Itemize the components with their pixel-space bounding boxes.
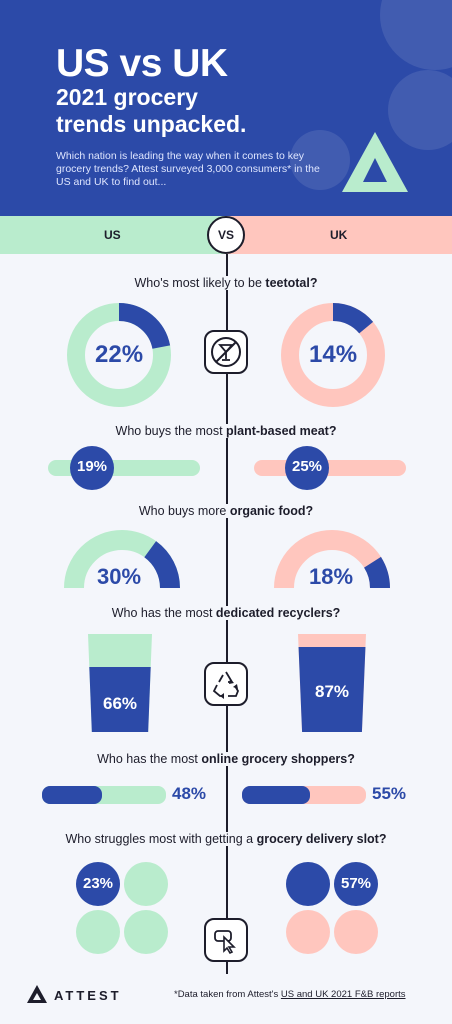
no-alcohol-icon <box>211 337 241 367</box>
footer-note-text: *Data taken from Attest's <box>174 989 281 1000</box>
uk-delivery-dot <box>334 862 378 906</box>
brand-name: ATTEST <box>54 988 122 1003</box>
us-delivery-dot <box>124 862 168 906</box>
uk-organic-gauge <box>274 530 390 589</box>
question-text: Who buys the most <box>115 424 227 438</box>
question-teetotal: Who's most likely to be teetotal? <box>0 276 452 290</box>
us-teetotal-donut <box>67 303 171 407</box>
icon-badge <box>204 330 248 374</box>
question-recyclers: Who has the most dedicated recyclers? <box>0 606 452 620</box>
uk-plant-value: 25% <box>291 458 323 475</box>
question-emphasis: teetotal? <box>265 276 318 290</box>
attest-logo-icon <box>342 132 408 192</box>
attest-logo-mark-icon <box>27 985 47 1003</box>
footer: ATTEST *Data taken from Attest's US and … <box>0 974 452 1024</box>
question-plant-based: Who buys the most plant-based meat? <box>0 424 452 438</box>
us-plant-value: 19% <box>76 458 108 475</box>
intro-text: Which nation is leading the way when it … <box>56 150 320 188</box>
us-band <box>0 216 226 254</box>
uk-recycle-value: 87% <box>314 682 350 701</box>
uk-recycle-cup <box>298 634 366 732</box>
us-organic-gauge <box>64 530 180 589</box>
uk-teetotal-arc <box>281 303 385 407</box>
uk-label: UK <box>330 228 348 242</box>
question-emphasis: dedicated recyclers? <box>215 606 341 620</box>
icon-badge <box>204 918 248 962</box>
decor-circle <box>290 130 350 190</box>
us-recycle-cup <box>88 634 152 732</box>
us-teetotal-arc <box>67 303 171 407</box>
question-delivery-slot: Who struggles most with getting a grocer… <box>0 832 452 846</box>
uk-plant-bar <box>254 460 406 476</box>
us-organic-value: 30% <box>97 564 142 589</box>
us-online-fill <box>42 786 102 804</box>
question-text: Who struggles most with getting a <box>65 832 257 846</box>
us-cup-fill <box>88 667 152 732</box>
us-label: US <box>104 228 121 242</box>
header-banner: US vs UK 2021 grocery trends unpacked. W… <box>0 0 452 216</box>
decor-circle <box>388 70 452 150</box>
vs-badge: VS <box>207 216 245 254</box>
us-delivery-dot <box>76 910 120 954</box>
question-text: Who's most likely to be <box>134 276 266 290</box>
footer-note: *Data taken from Attest's US and UK 2021… <box>174 989 406 1000</box>
uk-online-value: 55% <box>372 784 407 803</box>
subtitle-line-2: trends unpacked. <box>56 111 247 137</box>
vs-bar: US UK <box>0 216 452 254</box>
uk-online-fill <box>242 786 311 804</box>
uk-teetotal-donut <box>281 303 385 407</box>
uk-cup-fill <box>298 646 366 732</box>
question-text: Who has the most <box>111 606 216 620</box>
question-text: Who buys more <box>138 504 230 518</box>
question-online-shoppers: Who has the most online grocery shoppers… <box>0 752 452 766</box>
question-organic: Who buys more organic food? <box>0 504 452 518</box>
decor-circle <box>380 0 452 70</box>
question-text: Who has the most <box>97 752 202 766</box>
question-emphasis: organic food? <box>229 504 314 518</box>
recycle-icon <box>212 671 240 699</box>
uk-delivery-value: 57% <box>340 875 372 892</box>
us-teetotal-value: 22% <box>95 341 144 368</box>
question-emphasis: grocery delivery slot? <box>256 832 387 846</box>
uk-teetotal-value: 14% <box>309 341 358 368</box>
page-title: US vs UK <box>56 42 228 85</box>
uk-delivery-dot <box>286 862 330 906</box>
click-icon <box>214 930 236 955</box>
question-emphasis: plant-based meat? <box>226 424 337 438</box>
us-organic-arc <box>143 541 180 589</box>
us-online-value: 48% <box>172 784 207 803</box>
us-plant-marker <box>70 446 114 490</box>
us-delivery-value: 23% <box>82 875 114 892</box>
us-delivery-dot <box>76 862 120 906</box>
report-link[interactable]: US and UK 2021 F&B reports <box>280 989 406 1000</box>
uk-plant-marker <box>285 446 329 490</box>
subtitle-line-1: 2021 grocery <box>56 84 198 110</box>
uk-organic-value: 18% <box>309 564 354 589</box>
uk-organic-arc <box>363 556 390 589</box>
uk-delivery-dot <box>334 910 378 954</box>
us-recycle-value: 66% <box>102 694 138 713</box>
page-subtitle: 2021 grocery trends unpacked. <box>56 84 276 138</box>
us-delivery-dot <box>124 910 168 954</box>
icon-badge <box>204 662 248 706</box>
uk-band <box>226 216 452 254</box>
question-emphasis: online grocery shoppers? <box>201 752 355 766</box>
uk-delivery-dot <box>286 910 330 954</box>
